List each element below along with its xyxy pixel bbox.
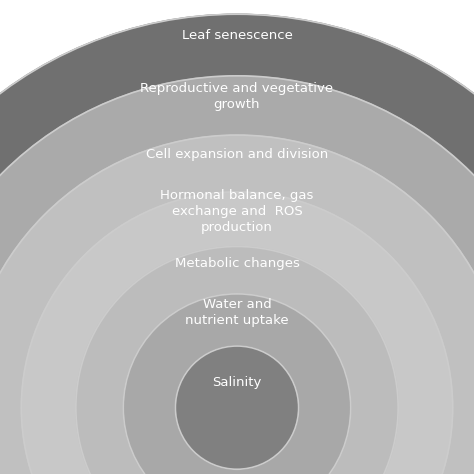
Text: Cell expansion and division: Cell expansion and division bbox=[146, 148, 328, 162]
Circle shape bbox=[175, 346, 299, 469]
Text: Hormonal balance, gas
exchange and  ROS
production: Hormonal balance, gas exchange and ROS p… bbox=[160, 189, 314, 234]
Text: Metabolic changes: Metabolic changes bbox=[174, 256, 300, 270]
Circle shape bbox=[0, 76, 474, 474]
Text: Leaf senescence: Leaf senescence bbox=[182, 29, 292, 42]
Circle shape bbox=[0, 135, 474, 474]
Circle shape bbox=[123, 294, 351, 474]
Text: Salinity: Salinity bbox=[212, 376, 262, 390]
Text: Water and
nutrient uptake: Water and nutrient uptake bbox=[185, 298, 289, 327]
Circle shape bbox=[76, 246, 398, 474]
Circle shape bbox=[0, 14, 474, 474]
Text: Reproductive and vegetative
growth: Reproductive and vegetative growth bbox=[140, 82, 334, 111]
Circle shape bbox=[21, 192, 453, 474]
